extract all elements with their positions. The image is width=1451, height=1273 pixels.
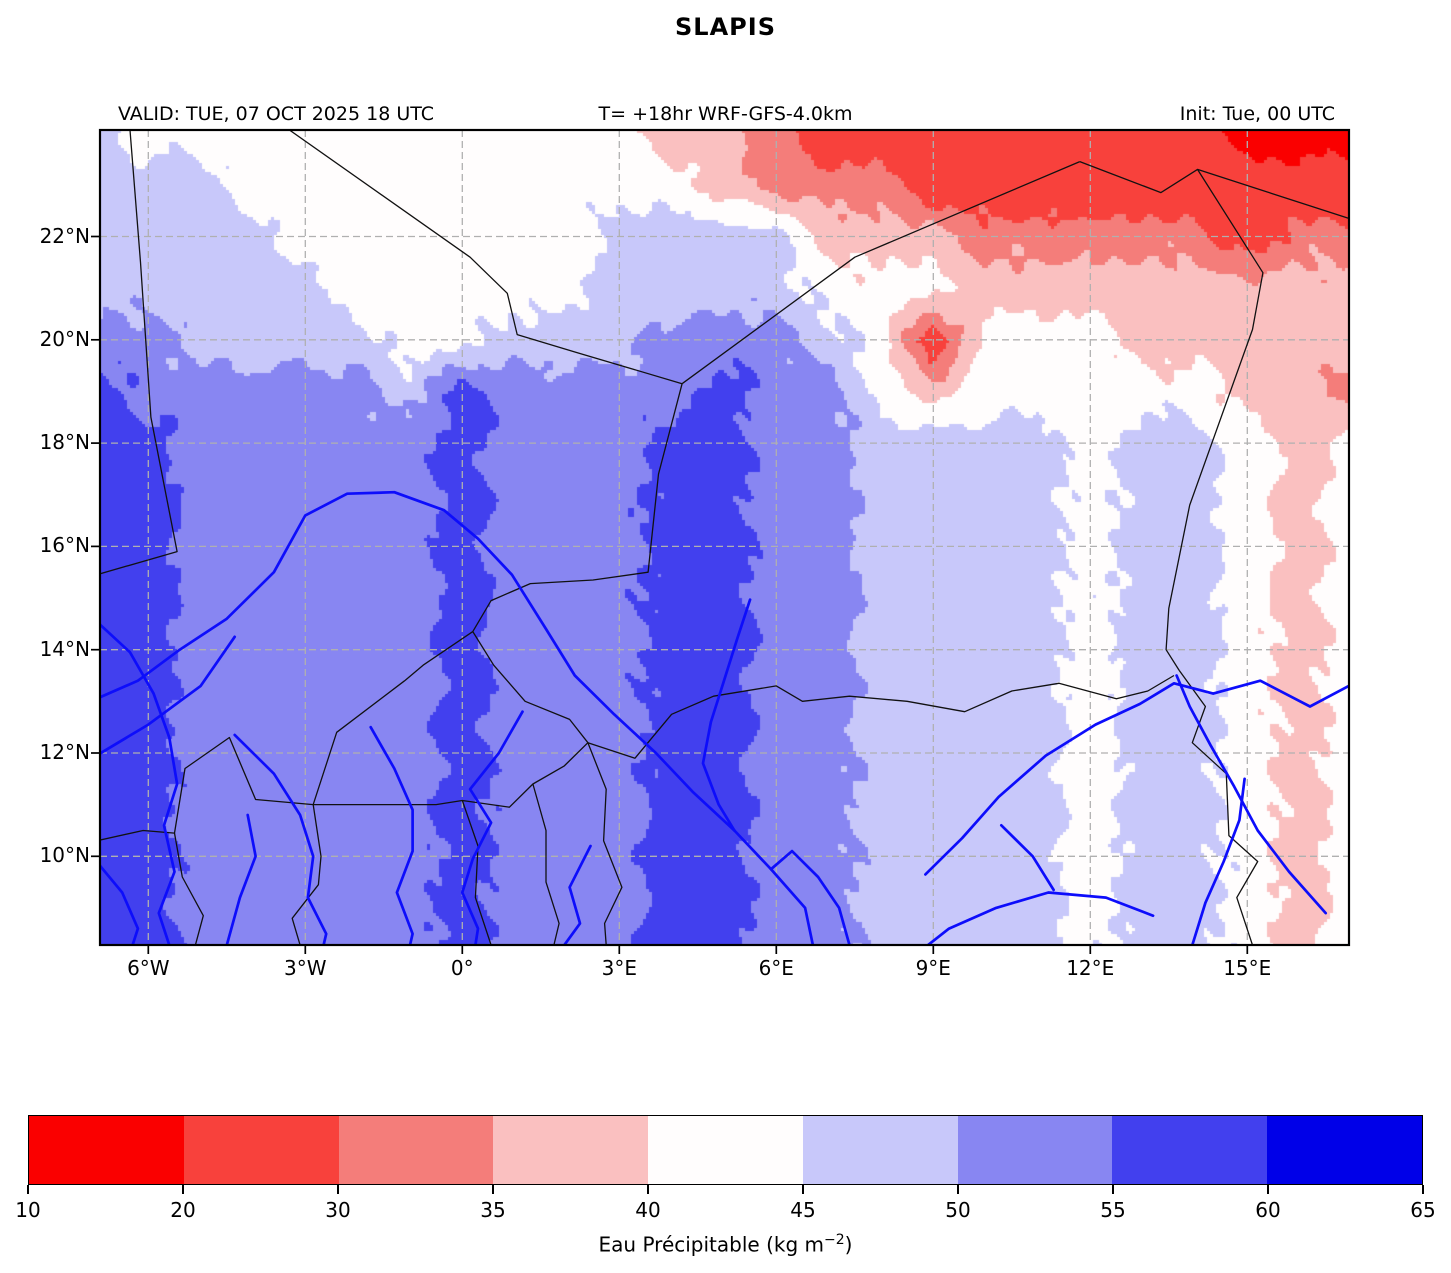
- y-tick-label: 20°N: [39, 326, 90, 351]
- colorbar-tick-label: 55: [1100, 1198, 1126, 1222]
- colorbar-tick-label: 10: [15, 1198, 41, 1222]
- colorbar-unit-suffix: ): [844, 1232, 853, 1257]
- y-tick-label: 14°N: [39, 636, 90, 661]
- colorbar: [28, 1115, 1423, 1185]
- colorbar-tick-mark: [1422, 1185, 1424, 1194]
- valid-time-label: VALID: TUE, 07 OCT 2025 18 UTC: [118, 103, 434, 125]
- x-tick-label: 12°E: [1066, 956, 1115, 980]
- x-tick-label: 3°E: [601, 956, 637, 980]
- colorbar-tick-label: 40: [635, 1198, 661, 1222]
- colorbar-segment: [1112, 1116, 1268, 1184]
- colorbar-unit-prefix: Eau Précipitable (kg m: [598, 1232, 824, 1257]
- model-lead-label: T= +18hr WRF-GFS-4.0km: [598, 103, 853, 125]
- y-tick-label: 18°N: [39, 430, 90, 455]
- colorbar-tick-mark: [956, 1185, 959, 1194]
- colorbar-tick-mark: [27, 1185, 29, 1194]
- colorbar-tick-mark: [646, 1185, 649, 1194]
- colorbar-tick-mark: [1112, 1185, 1114, 1194]
- colorbar-tick-label: 45: [790, 1198, 816, 1222]
- colorbar-tick-mark: [491, 1185, 494, 1194]
- precipitable-water-field: [100, 130, 1349, 945]
- y-tick-label: 16°N: [39, 533, 90, 558]
- colorbar-tick-label: 30: [325, 1198, 351, 1222]
- colorbar-unit-label: Eau Précipitable (kg m−2): [28, 1232, 1423, 1257]
- colorbar-tick-mark: [336, 1185, 339, 1194]
- colorbar-unit-exponent: −2: [824, 1232, 845, 1248]
- colorbar-segment: [183, 1116, 339, 1184]
- colorbar-tick-label: 50: [945, 1198, 971, 1222]
- colorbar-segment: [957, 1116, 1113, 1184]
- colorbar-tick-label: 20: [170, 1198, 196, 1222]
- colorbar-segment: [648, 1116, 803, 1184]
- colorbar-segment: [29, 1116, 184, 1184]
- colorbar-tick-mark: [181, 1185, 184, 1194]
- colorbar-tick-mark: [1266, 1185, 1269, 1194]
- y-tick-label: 22°N: [39, 223, 90, 248]
- colorbar-segment: [493, 1116, 649, 1184]
- y-tick-label: 12°N: [39, 740, 90, 764]
- colorbar-segment: [338, 1116, 494, 1184]
- x-tick-label: 3°W: [284, 956, 327, 980]
- x-tick-label: 15°E: [1223, 956, 1272, 980]
- x-tick-label: 6°E: [758, 956, 794, 980]
- figure-title: SLAPIS: [675, 13, 776, 41]
- colorbar-segment: [1267, 1116, 1423, 1184]
- x-tick-label: 9°E: [915, 956, 951, 980]
- init-time-label: Init: Tue, 00 UTC: [1179, 103, 1335, 125]
- colorbar-tick-mark: [802, 1185, 804, 1194]
- y-tick-label: 10°N: [39, 843, 90, 868]
- x-tick-label: 0°: [450, 956, 474, 980]
- colorbar-tick-label: 35: [480, 1198, 506, 1222]
- colorbar-tick-label: 60: [1255, 1198, 1281, 1222]
- colorbar-tick-label: 65: [1410, 1198, 1436, 1222]
- x-tick-label: 6°W: [127, 956, 170, 980]
- colorbar-ticks: 10 20 30 35 40 45 50 55 60 65: [15, 1115, 1436, 1235]
- colorbar-segment: [802, 1116, 958, 1184]
